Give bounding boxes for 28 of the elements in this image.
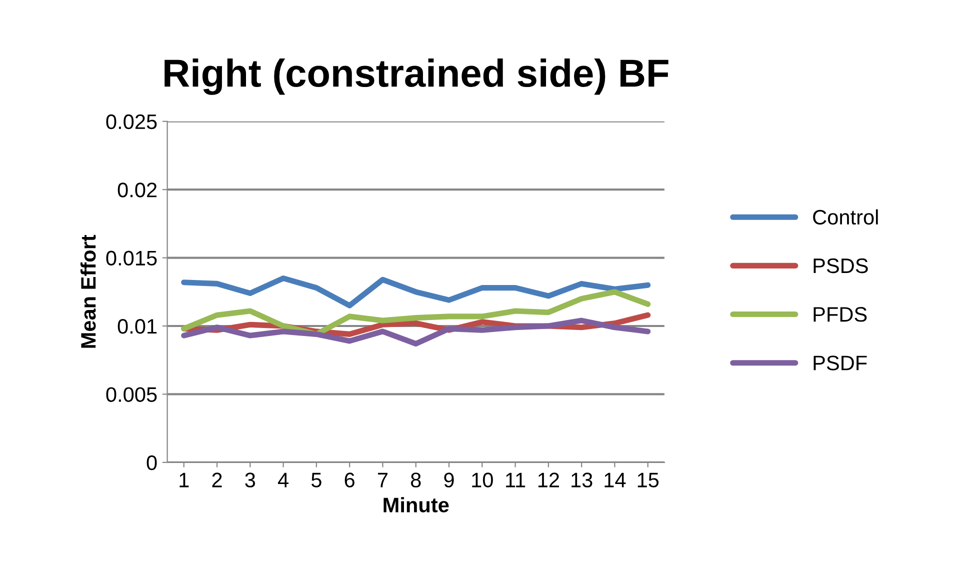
x-tick-label: 6 bbox=[344, 472, 354, 488]
x-axis-title: Minute bbox=[384, 497, 449, 512]
x-tick-label: 8 bbox=[410, 472, 421, 488]
legend-label: PSDF bbox=[814, 356, 867, 370]
x-tick-label: 4 bbox=[278, 472, 288, 488]
y-tick-label: 0 bbox=[146, 455, 157, 470]
x-tick-label: 1 bbox=[180, 472, 189, 488]
x-tick-label: 5 bbox=[311, 472, 322, 488]
y-tick-label: 0.01 bbox=[118, 318, 157, 334]
y-tick-label: 0.005 bbox=[106, 387, 157, 402]
y-tick-label: 0.015 bbox=[106, 250, 157, 266]
x-tick-label: 15 bbox=[638, 472, 659, 488]
x-tick-label: 7 bbox=[378, 472, 388, 488]
x-tick-label: 9 bbox=[444, 472, 454, 488]
x-tick-label: 12 bbox=[538, 472, 559, 488]
x-tick-label: 14 bbox=[604, 472, 626, 488]
y-axis-title: Mean Effort bbox=[80, 234, 96, 348]
x-tick-label: 13 bbox=[572, 472, 592, 488]
legend-label: PSDS bbox=[814, 258, 868, 274]
y-tick-label: 0.02 bbox=[118, 182, 157, 198]
x-tick-label: 10 bbox=[472, 472, 493, 488]
y-tick-label: 0.025 bbox=[106, 114, 157, 130]
legend-label: PFDS bbox=[814, 307, 867, 322]
x-tick-label: 11 bbox=[506, 472, 526, 488]
x-tick-label: 2 bbox=[212, 472, 222, 488]
legend-label: Control bbox=[813, 209, 878, 225]
chart-title: Right (constrained side) BF bbox=[164, 58, 668, 95]
x-tick-label: 3 bbox=[245, 472, 256, 488]
